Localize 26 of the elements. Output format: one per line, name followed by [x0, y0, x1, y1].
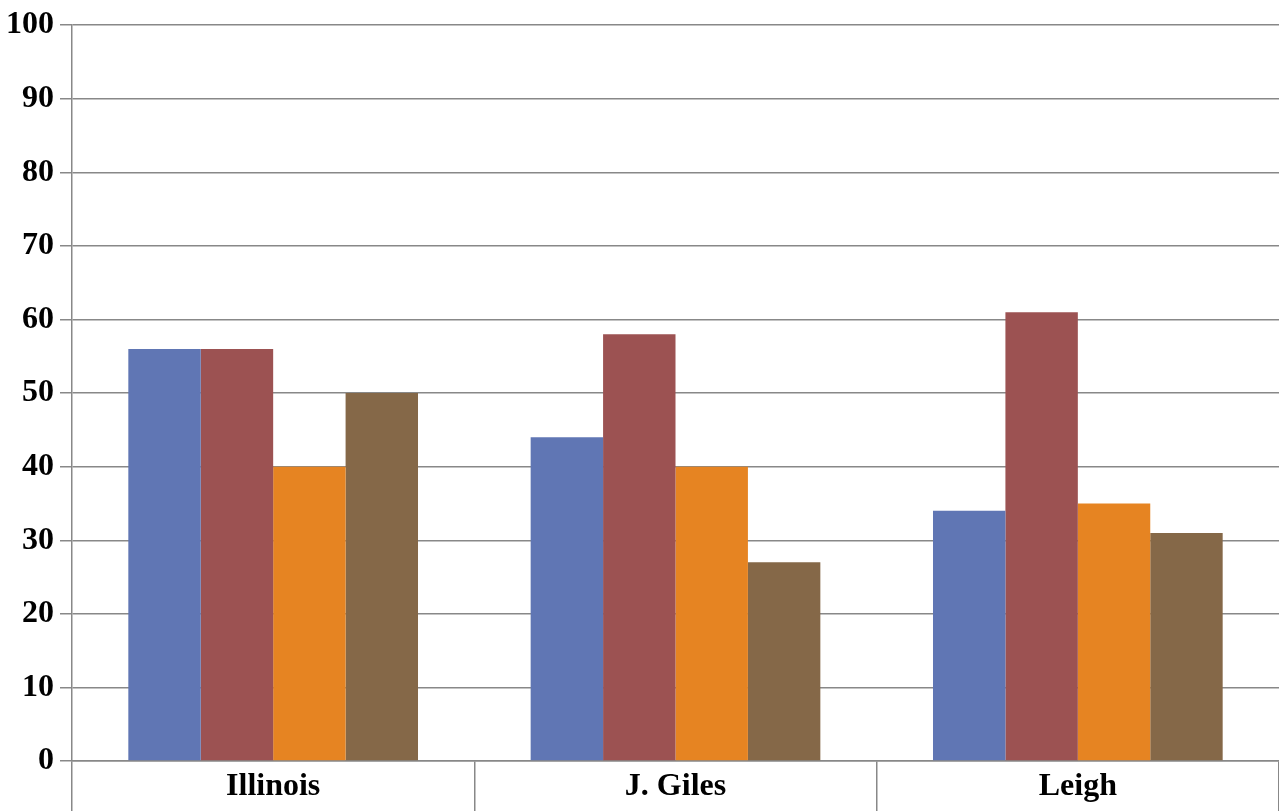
bar [345, 393, 419, 761]
y-tick-label: 40 [22, 445, 54, 482]
y-tick-label: 50 [22, 372, 54, 409]
bar [932, 510, 1006, 761]
y-tick-label: 0 [38, 740, 54, 777]
y-tick-label: 20 [22, 593, 54, 630]
bar [1150, 532, 1223, 761]
x-tick-label: Illinois [226, 766, 321, 803]
bar [747, 562, 821, 761]
y-tick-label: 30 [22, 519, 54, 556]
y-tick-label: 70 [22, 225, 54, 262]
y-tick-label: 80 [22, 151, 54, 188]
y-tick-label: 90 [22, 78, 54, 115]
x-tick-label: Leigh [1038, 766, 1118, 803]
y-tick-label: 100 [6, 4, 54, 41]
y-tick-label: 60 [22, 298, 54, 335]
bar [273, 466, 346, 761]
x-tick-label: J. Giles [624, 766, 727, 803]
bar [675, 466, 748, 761]
bar [1005, 312, 1078, 761]
bar [530, 437, 604, 761]
y-tick-label: 10 [22, 666, 54, 703]
bar [1077, 503, 1151, 761]
bar [128, 348, 201, 761]
bar [200, 348, 274, 761]
bar [603, 334, 676, 761]
